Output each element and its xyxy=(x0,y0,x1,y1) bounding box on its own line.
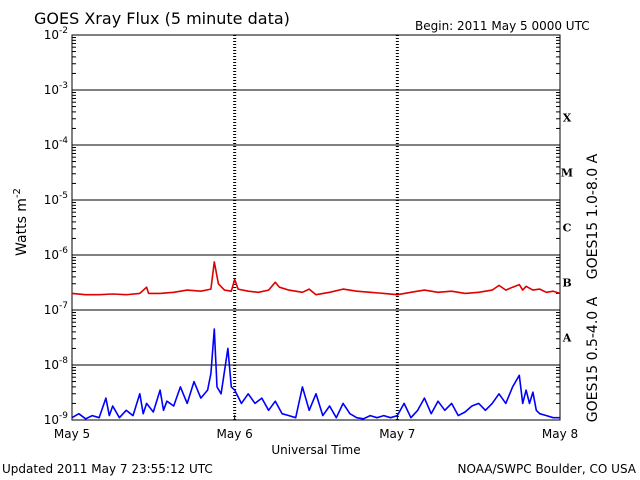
y-tick-exponent: -3 xyxy=(59,81,68,91)
series-layer xyxy=(71,261,561,420)
chart-title: GOES Xray Flux (5 minute data) xyxy=(34,9,290,28)
y-tick-base: 10 xyxy=(44,193,59,207)
x-axis-label: Universal Time xyxy=(271,443,360,457)
x-tick-label-0: May 5 xyxy=(54,427,90,441)
plot-area xyxy=(71,34,561,421)
y-tick-base: 10 xyxy=(44,28,59,42)
grid xyxy=(72,34,560,421)
series-label-long-channel: GOES15 1.0-8.0 A xyxy=(585,153,601,279)
flare-class-a: A xyxy=(562,332,572,345)
y-tick-exponent: -8 xyxy=(59,356,68,366)
x-tick-label-3: May 8 xyxy=(542,427,578,441)
y-tick-label-2: 10-4 xyxy=(44,136,69,152)
updated-label: Updated 2011 May 7 23:55:12 UTC xyxy=(2,462,213,476)
y-tick-exponent: -4 xyxy=(59,136,68,146)
begin-label: Begin: 2011 May 5 0000 UTC xyxy=(415,19,590,33)
series-label-short-channel: GOES15 0.5-4.0 A xyxy=(585,296,601,422)
flare-class-b: B xyxy=(562,277,571,290)
y-tick-base: 10 xyxy=(44,413,59,427)
y-tick-exponent: -7 xyxy=(59,301,68,311)
y-axis-ticks: 10-210-310-410-510-610-710-810-9 xyxy=(44,26,560,427)
y-axis-label: Watts m-2 xyxy=(12,188,30,256)
y-tick-exponent: -6 xyxy=(59,246,68,256)
y-tick-label-0: 10-2 xyxy=(44,26,68,42)
y-tick-label-3: 10-5 xyxy=(44,191,68,207)
x-tick-label-2: May 7 xyxy=(379,427,415,441)
y-axis-label-sup: -2 xyxy=(12,188,23,198)
y-tick-label-5: 10-7 xyxy=(44,301,68,317)
y-axis-label-base: Watts m xyxy=(14,198,30,256)
flare-class-c: C xyxy=(563,222,572,235)
flare-class-x: X xyxy=(563,112,572,125)
series-line-long-channel xyxy=(71,261,561,296)
y-tick-base: 10 xyxy=(44,138,59,152)
y-tick-label-4: 10-6 xyxy=(44,246,69,262)
flare-class-labels: X M C B A xyxy=(561,112,573,345)
y-tick-base: 10 xyxy=(44,248,59,262)
y-tick-exponent: -2 xyxy=(59,26,68,36)
credit-label: NOAA/SWPC Boulder, CO USA xyxy=(458,462,637,476)
series-line-short-channel xyxy=(71,328,560,420)
y-tick-label-6: 10-8 xyxy=(44,356,69,372)
x-tick-label-1: May 6 xyxy=(217,427,253,441)
y-tick-exponent: -5 xyxy=(59,191,68,201)
y-tick-base: 10 xyxy=(44,358,59,372)
y-tick-label-7: 10-9 xyxy=(44,411,69,427)
y-tick-base: 10 xyxy=(44,303,59,317)
x-axis-ticks: May 5 May 6 May 7 May 8 xyxy=(54,415,578,441)
y-tick-label-1: 10-3 xyxy=(44,81,68,97)
y-tick-exponent: -9 xyxy=(59,411,68,421)
y-tick-base: 10 xyxy=(44,83,59,97)
series-labels: GOES15 1.0-8.0 A GOES15 0.5-4.0 A xyxy=(585,153,601,422)
plot-border xyxy=(71,34,561,421)
flare-class-m: M xyxy=(561,167,573,180)
